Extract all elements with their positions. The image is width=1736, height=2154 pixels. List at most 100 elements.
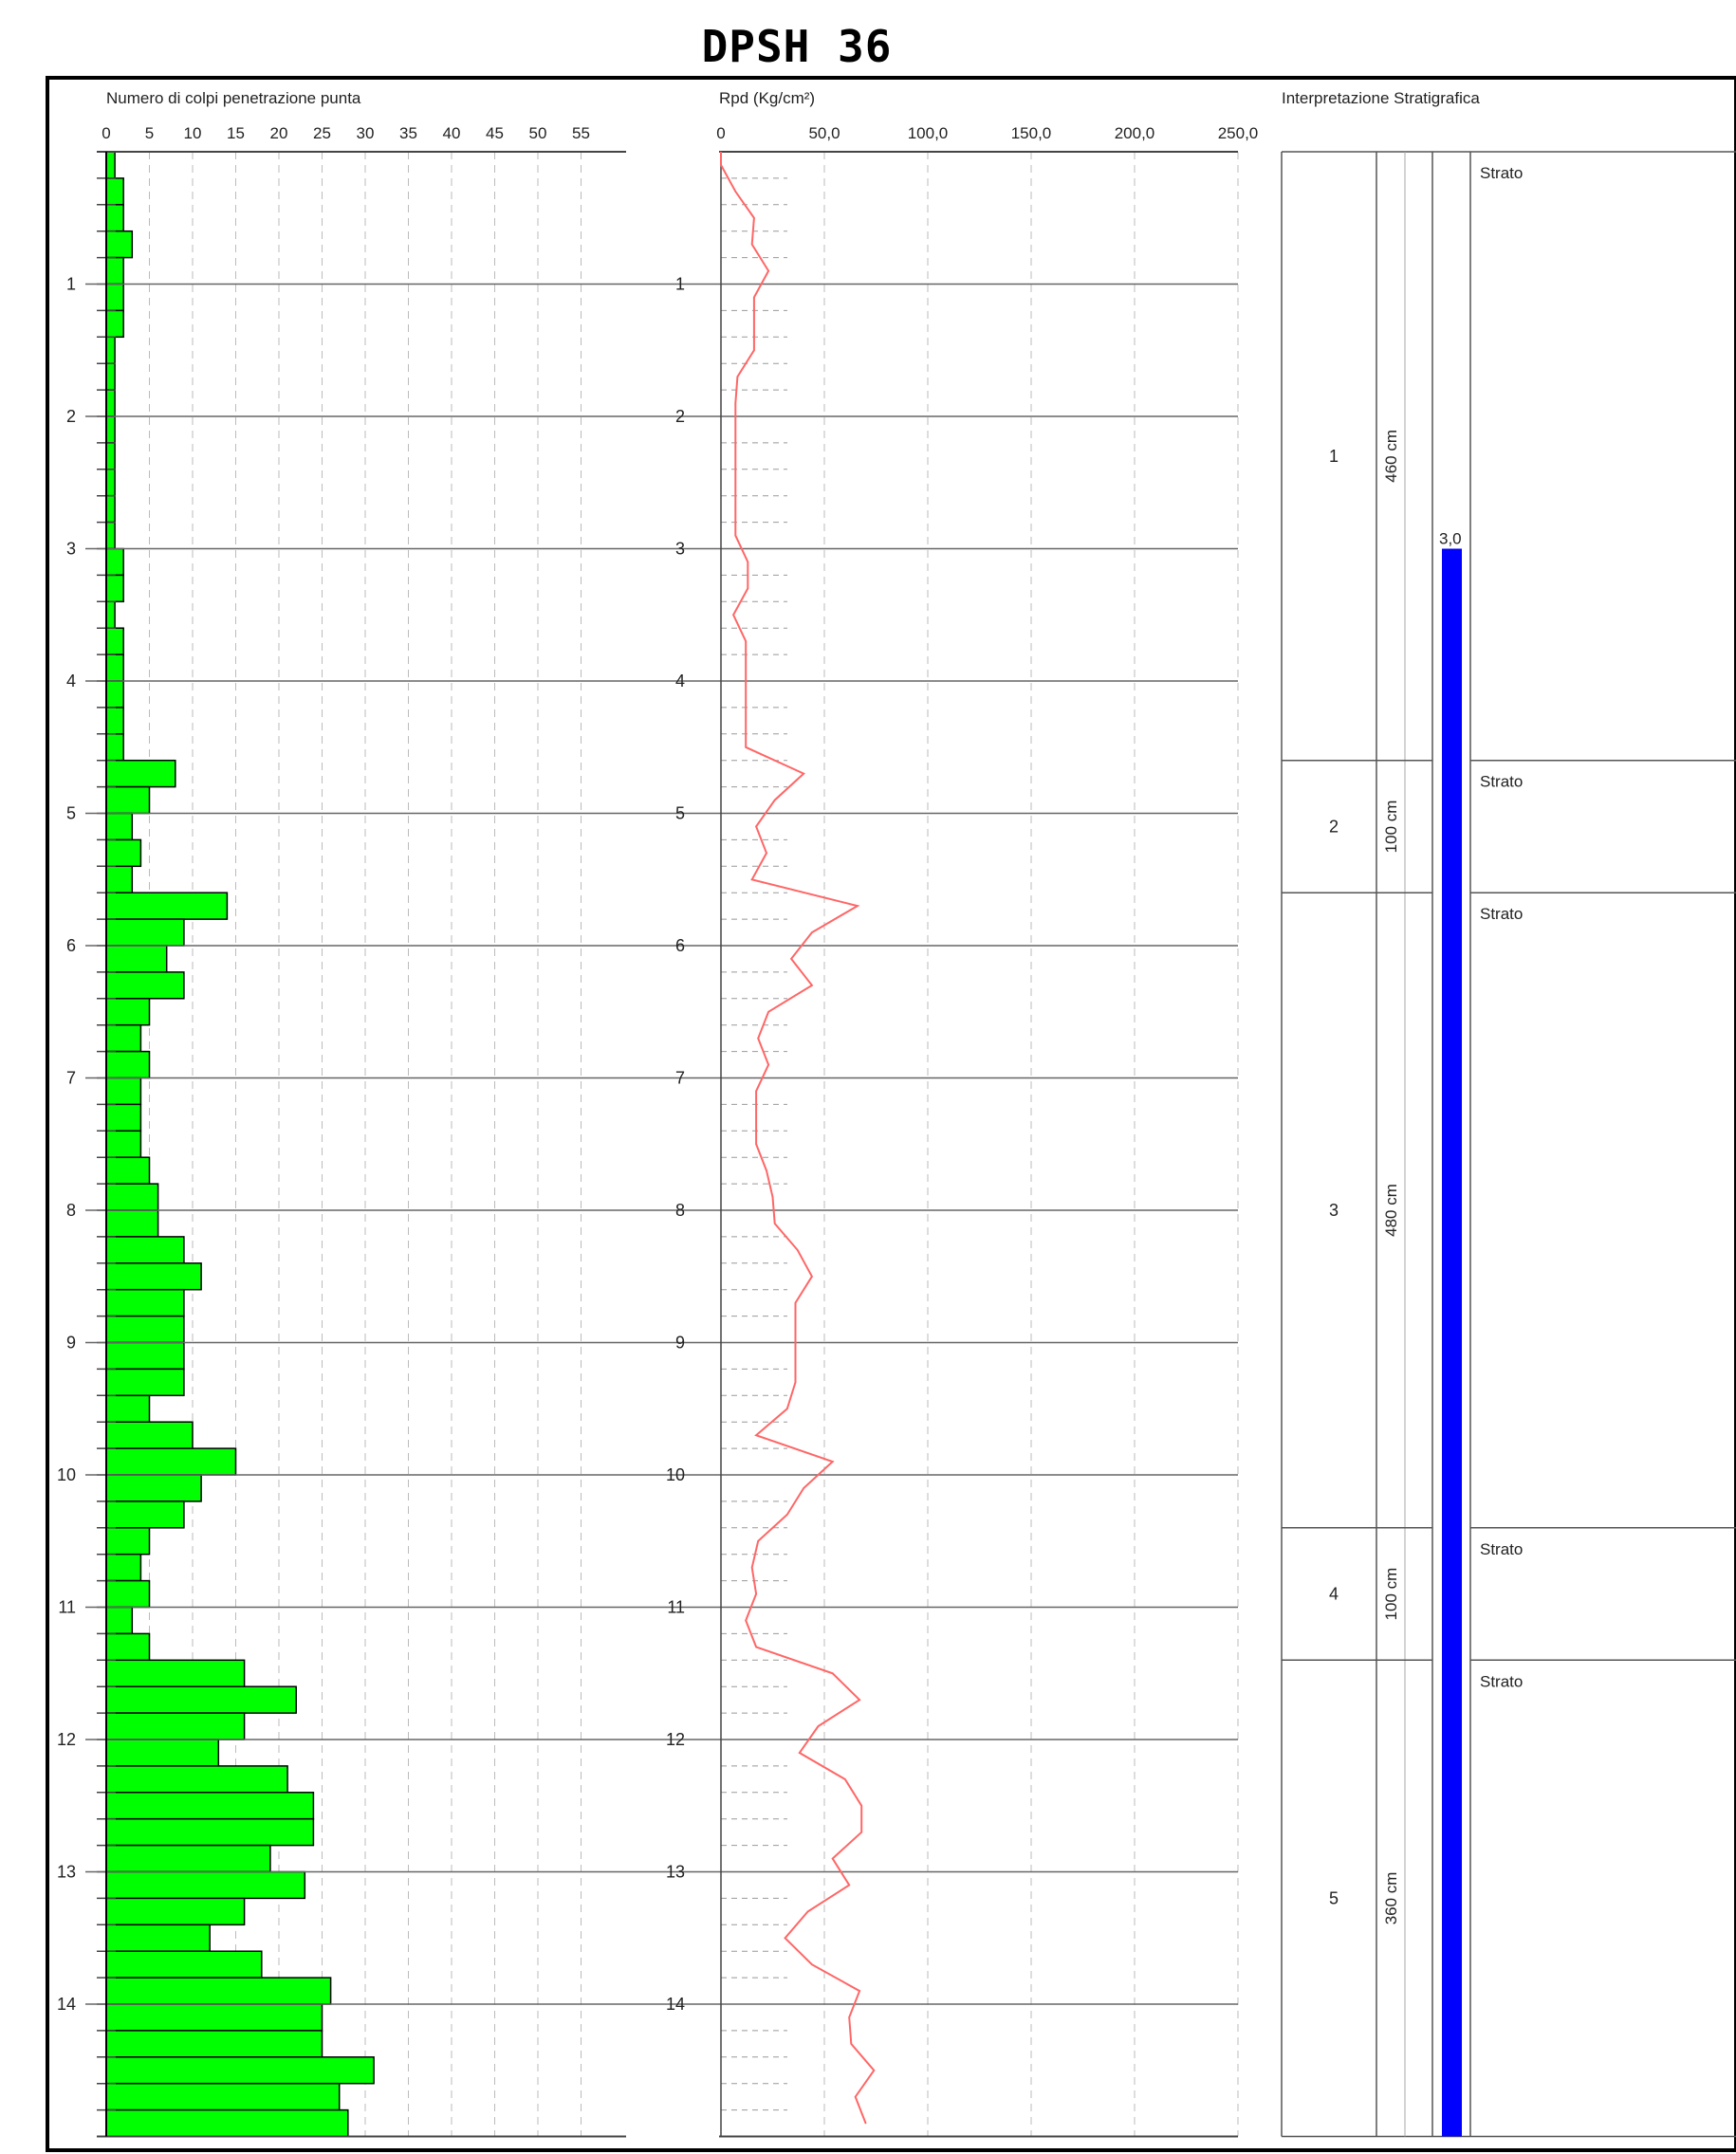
rpd-point	[817, 1725, 820, 1727]
strat-number: 5	[1329, 1888, 1339, 1907]
rpd-depth-label: 8	[675, 1201, 685, 1220]
blows-bar	[105, 442, 116, 470]
strat-number: 3	[1329, 1201, 1339, 1220]
rpd-point	[736, 376, 739, 377]
rpd-point	[844, 1778, 846, 1780]
strat-label: Strato	[1480, 773, 1523, 791]
blows-bar	[105, 1288, 185, 1317]
strat-thickness: 460 cm	[1382, 430, 1400, 483]
blows-bar	[105, 1130, 142, 1158]
rpd-point	[734, 481, 737, 484]
blows-bar	[105, 945, 168, 973]
blows-bar	[105, 707, 124, 735]
rpd-x-tick-label: 200,0	[1115, 124, 1155, 142]
strat-number: 4	[1329, 1585, 1339, 1604]
rpd-point	[757, 1539, 760, 1542]
blows-x-tick-label: 5	[145, 124, 154, 142]
rpd-point	[864, 2122, 867, 2125]
rpd-point	[755, 1143, 757, 1146]
blows-x-tick-label: 40	[443, 124, 461, 142]
blows-bar	[105, 1474, 202, 1502]
rpd-point	[745, 1619, 747, 1622]
blows-bar	[105, 389, 116, 417]
rpd-point	[766, 1169, 767, 1171]
rpd-depth-label: 3	[675, 540, 685, 559]
rpd-point	[753, 296, 755, 299]
rpd-point	[831, 1461, 834, 1463]
blows-depth-label: 7	[66, 1069, 76, 1088]
blows-bar	[105, 230, 134, 259]
blows-x-tick-label: 45	[486, 124, 504, 142]
blows-depth-label: 1	[66, 275, 76, 294]
rpd-depth-label: 10	[666, 1465, 685, 1484]
rpd-point	[803, 1487, 804, 1489]
blows-bar	[105, 2056, 375, 2085]
rpd-point	[745, 667, 747, 669]
blows-bar	[105, 1977, 332, 2005]
blows-bar	[105, 998, 151, 1026]
rpd-point	[767, 1063, 769, 1066]
rpd-point	[771, 1196, 774, 1198]
blows-bar	[105, 1341, 185, 1371]
rpd-point	[767, 269, 769, 272]
rpd-point	[755, 1116, 757, 1119]
blows-x-tick-label: 35	[399, 124, 417, 142]
rpd-point	[794, 1301, 797, 1304]
rpd-point	[794, 1381, 797, 1384]
blows-bar	[105, 494, 116, 524]
blows-bar	[105, 1870, 306, 1900]
blows-bar	[105, 1023, 142, 1053]
blows-bar	[105, 680, 124, 709]
rpd-point	[734, 191, 737, 193]
blows-bar	[105, 574, 124, 603]
blows-depth-label: 8	[66, 1201, 76, 1220]
blows-depth-label: 6	[66, 936, 76, 955]
blows-bar	[105, 336, 116, 364]
rpd-point	[857, 905, 859, 907]
water-level-bar	[1442, 548, 1462, 2137]
blows-bar	[105, 785, 151, 815]
rpd-x-tick-label: 50,0	[808, 124, 840, 142]
rpd-point	[811, 985, 813, 986]
blows-bar	[105, 177, 124, 206]
rpd-point	[806, 1910, 809, 1913]
rpd-point	[848, 1884, 850, 1887]
rpd-point	[784, 1937, 786, 1940]
blows-bar	[105, 547, 124, 577]
blows-depth-label: 4	[66, 672, 76, 690]
rpd-point	[750, 878, 753, 881]
blows-bar	[105, 1553, 142, 1582]
blows-bar	[105, 1421, 194, 1449]
water-level-label: 3,0	[1439, 530, 1462, 548]
blows-bar	[105, 2030, 323, 2058]
blows-bar	[105, 1606, 134, 1635]
rpd-x-tick-label: 250,0	[1218, 124, 1259, 142]
blows-x-tick-label: 25	[313, 124, 331, 142]
blows-x-tick-label: 15	[227, 124, 245, 142]
blows-bar	[105, 1447, 237, 1476]
rpd-point	[734, 455, 737, 457]
rpd-series-line	[720, 152, 876, 2124]
strat-label: Strato	[1480, 1540, 1523, 1558]
blows-depth-label: 9	[66, 1334, 76, 1353]
rpd-x-tick-label: 150,0	[1011, 124, 1052, 142]
blows-depth-label: 13	[57, 1863, 76, 1882]
rpd-depth-label: 7	[675, 1069, 685, 1088]
rpd-point	[859, 1990, 860, 1992]
rpd-point	[860, 1804, 863, 1807]
blows-bar	[105, 838, 142, 868]
blows-panel-title: Numero di colpi penetrazione punta	[106, 89, 361, 107]
rpd-point	[850, 2043, 853, 2045]
blows-bar	[105, 892, 229, 920]
rpd-depth-label: 4	[675, 672, 685, 690]
blows-bar	[105, 204, 124, 232]
blows-depth-label: 10	[57, 1465, 76, 1484]
blows-bar	[105, 627, 124, 655]
strat-number: 2	[1329, 817, 1339, 836]
rpd-point	[873, 2069, 876, 2071]
blows-bar	[105, 1527, 151, 1556]
rpd-point	[803, 772, 804, 775]
rpd-point	[799, 1752, 801, 1754]
rpd-point	[859, 1699, 860, 1701]
blows-bar	[105, 1394, 151, 1423]
